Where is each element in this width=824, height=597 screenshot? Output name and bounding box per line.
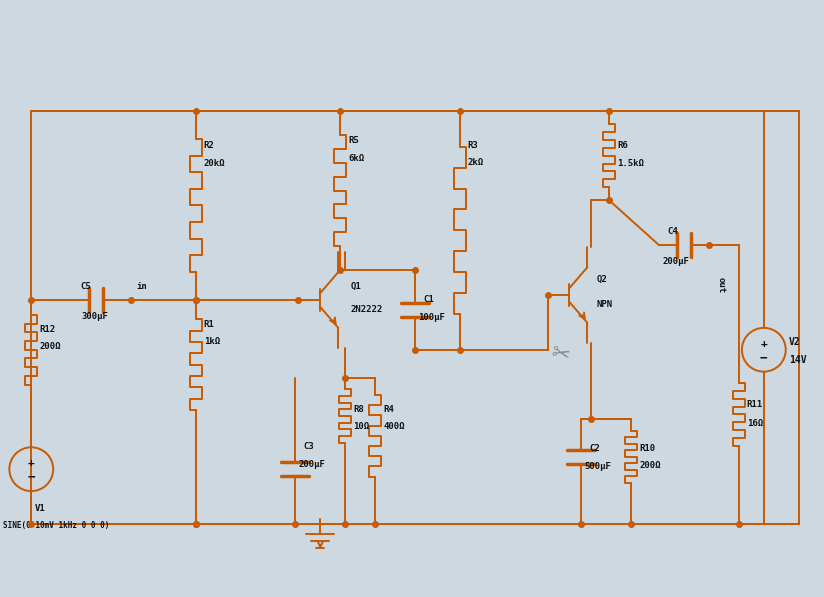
Text: C3: C3 xyxy=(303,442,314,451)
Text: C2: C2 xyxy=(589,444,600,453)
Text: R4: R4 xyxy=(383,405,394,414)
Text: 200Ω: 200Ω xyxy=(639,461,661,470)
Text: R2: R2 xyxy=(204,141,214,150)
Text: +: + xyxy=(761,338,767,349)
Text: 200μF: 200μF xyxy=(298,460,325,469)
Text: R3: R3 xyxy=(468,141,479,150)
Text: 6kΩ: 6kΩ xyxy=(349,153,364,162)
Text: Q2: Q2 xyxy=(597,275,607,284)
Text: out: out xyxy=(716,277,725,293)
Text: C4: C4 xyxy=(667,227,678,236)
Text: NPN: NPN xyxy=(597,300,612,309)
Text: 500μF: 500μF xyxy=(584,462,611,471)
Text: R5: R5 xyxy=(349,136,359,144)
Text: 2N2222: 2N2222 xyxy=(350,305,382,314)
Text: ✂: ✂ xyxy=(548,343,571,367)
Text: 16Ω: 16Ω xyxy=(747,420,763,429)
Text: C1: C1 xyxy=(423,295,433,304)
Text: R11: R11 xyxy=(747,399,763,408)
Text: 1.5kΩ: 1.5kΩ xyxy=(617,159,644,168)
Text: R1: R1 xyxy=(204,320,214,329)
Text: Q1: Q1 xyxy=(350,282,361,291)
Text: R8: R8 xyxy=(353,405,364,414)
Text: −: − xyxy=(760,351,768,364)
Text: 200Ω: 200Ω xyxy=(40,342,61,351)
Text: 1kΩ: 1kΩ xyxy=(204,337,220,346)
Text: SINE(0 10mV 1kHz 0 0 0): SINE(0 10mV 1kHz 0 0 0) xyxy=(3,521,110,530)
Text: 300μF: 300μF xyxy=(81,312,108,321)
Text: C5: C5 xyxy=(81,282,91,291)
Text: 400Ω: 400Ω xyxy=(383,423,405,432)
Text: R10: R10 xyxy=(639,444,655,453)
Text: V2: V2 xyxy=(789,337,800,347)
Text: −: − xyxy=(27,470,35,484)
Text: in: in xyxy=(136,282,147,291)
Text: 2kΩ: 2kΩ xyxy=(468,158,484,167)
Text: V1: V1 xyxy=(35,504,45,513)
Text: 14V: 14V xyxy=(789,355,807,365)
Text: 200μF: 200μF xyxy=(662,257,689,266)
Text: 10Ω: 10Ω xyxy=(353,423,369,432)
Text: 20kΩ: 20kΩ xyxy=(204,159,225,168)
Text: 100μF: 100μF xyxy=(418,313,445,322)
Text: +: + xyxy=(28,458,35,468)
Text: R12: R12 xyxy=(40,325,55,334)
Text: R6: R6 xyxy=(617,141,628,150)
